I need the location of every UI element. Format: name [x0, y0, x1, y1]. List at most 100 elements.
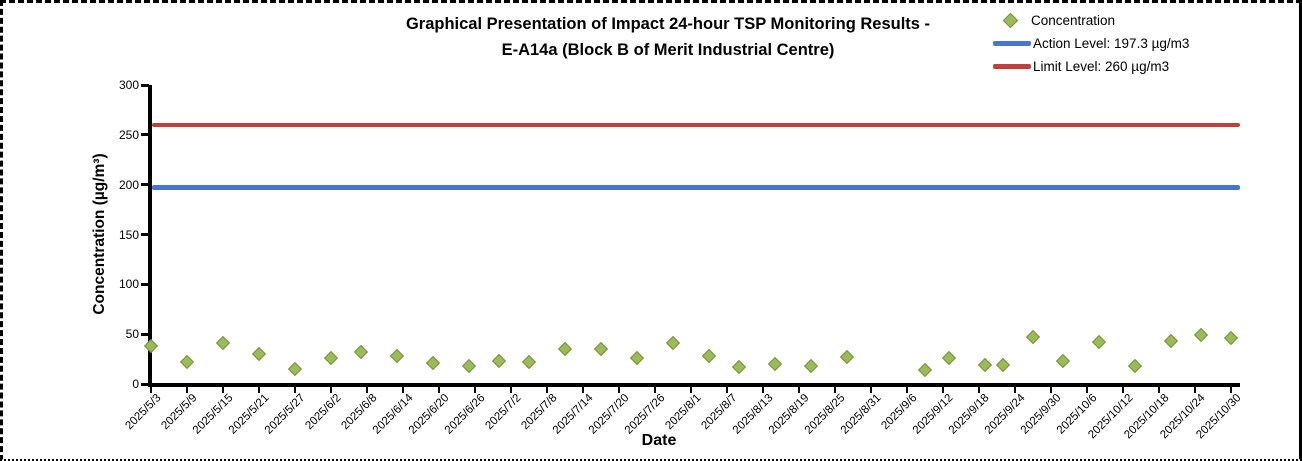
x-axis-tick	[221, 387, 225, 393]
x-axis-tick	[293, 387, 297, 393]
data-point-marker	[179, 354, 195, 370]
data-point-marker	[1193, 328, 1209, 343]
data-point-marker	[251, 347, 267, 362]
x-axis-tick	[725, 387, 729, 393]
data-point-marker	[425, 355, 441, 371]
data-point-marker	[1163, 334, 1179, 349]
x-axis-title: Date	[641, 432, 677, 449]
data-point-marker	[1025, 330, 1041, 345]
y-axis-line	[148, 85, 152, 387]
data-point-marker	[629, 351, 645, 366]
limit-level-line	[152, 122, 1240, 128]
action-level-line	[152, 185, 1240, 190]
legend-label-concentration: Concentration	[1031, 13, 1116, 28]
x-axis-tick	[1157, 387, 1161, 393]
x-axis-tick	[977, 387, 981, 393]
y-axis-tick	[141, 183, 149, 187]
data-point-marker	[491, 353, 507, 369]
legend-label-action-level: Action Level: 197.3 µg/m3	[1033, 36, 1190, 51]
x-axis-tick	[401, 387, 405, 393]
data-point-marker	[995, 357, 1011, 373]
x-axis-tick	[905, 387, 909, 393]
data-point-marker	[143, 339, 159, 354]
data-point-marker	[1127, 358, 1143, 374]
x-axis-tick	[509, 387, 513, 393]
x-axis-tick	[689, 387, 693, 393]
y-axis-tick-label: 300	[118, 78, 139, 92]
x-axis-tick	[617, 387, 621, 393]
data-point-marker	[353, 345, 369, 360]
x-axis-tick	[941, 387, 945, 393]
data-point-marker	[731, 359, 747, 375]
data-point-marker	[941, 351, 957, 366]
chart-title-line2: E-A14a (Block B of Merit Industrial Cent…	[501, 40, 835, 59]
x-axis-tick	[869, 387, 873, 393]
y-axis-tick-label: 150	[118, 227, 139, 242]
data-point-marker	[1055, 353, 1071, 369]
legend-label-limit-level: Limit Level: 260 µg/m3	[1033, 59, 1170, 74]
x-axis-tick	[1085, 387, 1089, 393]
x-axis-tick	[257, 387, 261, 393]
limit-level-line-icon	[993, 64, 1031, 69]
y-axis-tick-label: 100	[118, 277, 139, 292]
x-axis-tick	[149, 387, 153, 393]
y-axis-tick	[141, 332, 149, 336]
data-point-marker	[389, 349, 405, 364]
x-axis-tick	[1013, 387, 1017, 393]
legend: Concentration Action Level: 197.3 µg/m3 …	[991, 9, 1189, 78]
x-axis-tick-label: 2025/7/2	[483, 392, 524, 433]
y-axis-tick	[141, 83, 149, 87]
chart-title: Graphical Presentation of Impact 24-hour…	[323, 12, 1013, 63]
data-point-marker	[1223, 331, 1239, 346]
y-axis-tick	[141, 282, 149, 286]
data-point-marker	[767, 356, 783, 372]
x-axis-tick	[437, 387, 441, 393]
data-point-marker	[521, 354, 537, 370]
x-axis-tick-label: 2025/6/2	[303, 392, 344, 433]
y-axis-tick-label: 200	[118, 177, 139, 192]
data-point-marker	[593, 342, 609, 357]
x-axis-tick	[1121, 387, 1125, 393]
data-point-marker	[323, 351, 339, 366]
x-axis-tick	[545, 387, 549, 393]
action-level-line-icon	[993, 41, 1031, 46]
data-point-marker	[665, 336, 681, 351]
data-point-marker	[287, 361, 303, 377]
x-axis-tick	[653, 387, 657, 393]
x-axis-tick	[1193, 387, 1197, 393]
data-point-marker	[803, 358, 819, 374]
data-point-marker	[557, 342, 573, 357]
x-axis-tick	[581, 387, 585, 393]
data-point-marker	[701, 349, 717, 364]
x-axis-tick	[473, 387, 477, 393]
data-point-marker	[1091, 335, 1107, 350]
y-axis-tick	[141, 133, 149, 137]
x-axis-tick-label: 2025/8/1	[663, 392, 704, 433]
x-axis-tick	[833, 387, 837, 393]
data-point-marker	[215, 336, 231, 351]
x-axis-tick	[329, 387, 333, 393]
x-axis-tick	[1229, 387, 1233, 393]
x-axis-tick	[185, 387, 189, 393]
y-axis-tick	[141, 382, 149, 386]
legend-item-limit-level: Limit Level: 260 µg/m3	[991, 55, 1189, 78]
data-point-marker	[917, 362, 933, 378]
y-axis-tick-label: 0	[132, 377, 139, 391]
data-point-marker	[839, 350, 855, 365]
diamond-marker-icon	[1002, 12, 1019, 29]
y-axis-tick-label: 50	[125, 327, 139, 342]
chart-title-line1: Graphical Presentation of Impact 24-hour…	[405, 15, 931, 33]
y-axis-tick-label: 250	[118, 127, 139, 142]
y-axis-tick	[141, 233, 149, 236]
legend-item-action-level: Action Level: 197.3 µg/m3	[991, 32, 1189, 55]
x-axis-tick	[761, 387, 765, 393]
x-axis-tick	[797, 387, 801, 393]
data-point-marker	[977, 357, 993, 373]
x-axis-line	[148, 383, 1240, 387]
x-axis-tick	[1049, 387, 1053, 393]
x-axis-tick	[365, 387, 369, 393]
data-point-marker	[461, 358, 477, 374]
x-axis-tick-label: 2025/5/3	[123, 392, 164, 433]
legend-item-concentration: Concentration	[991, 9, 1189, 32]
